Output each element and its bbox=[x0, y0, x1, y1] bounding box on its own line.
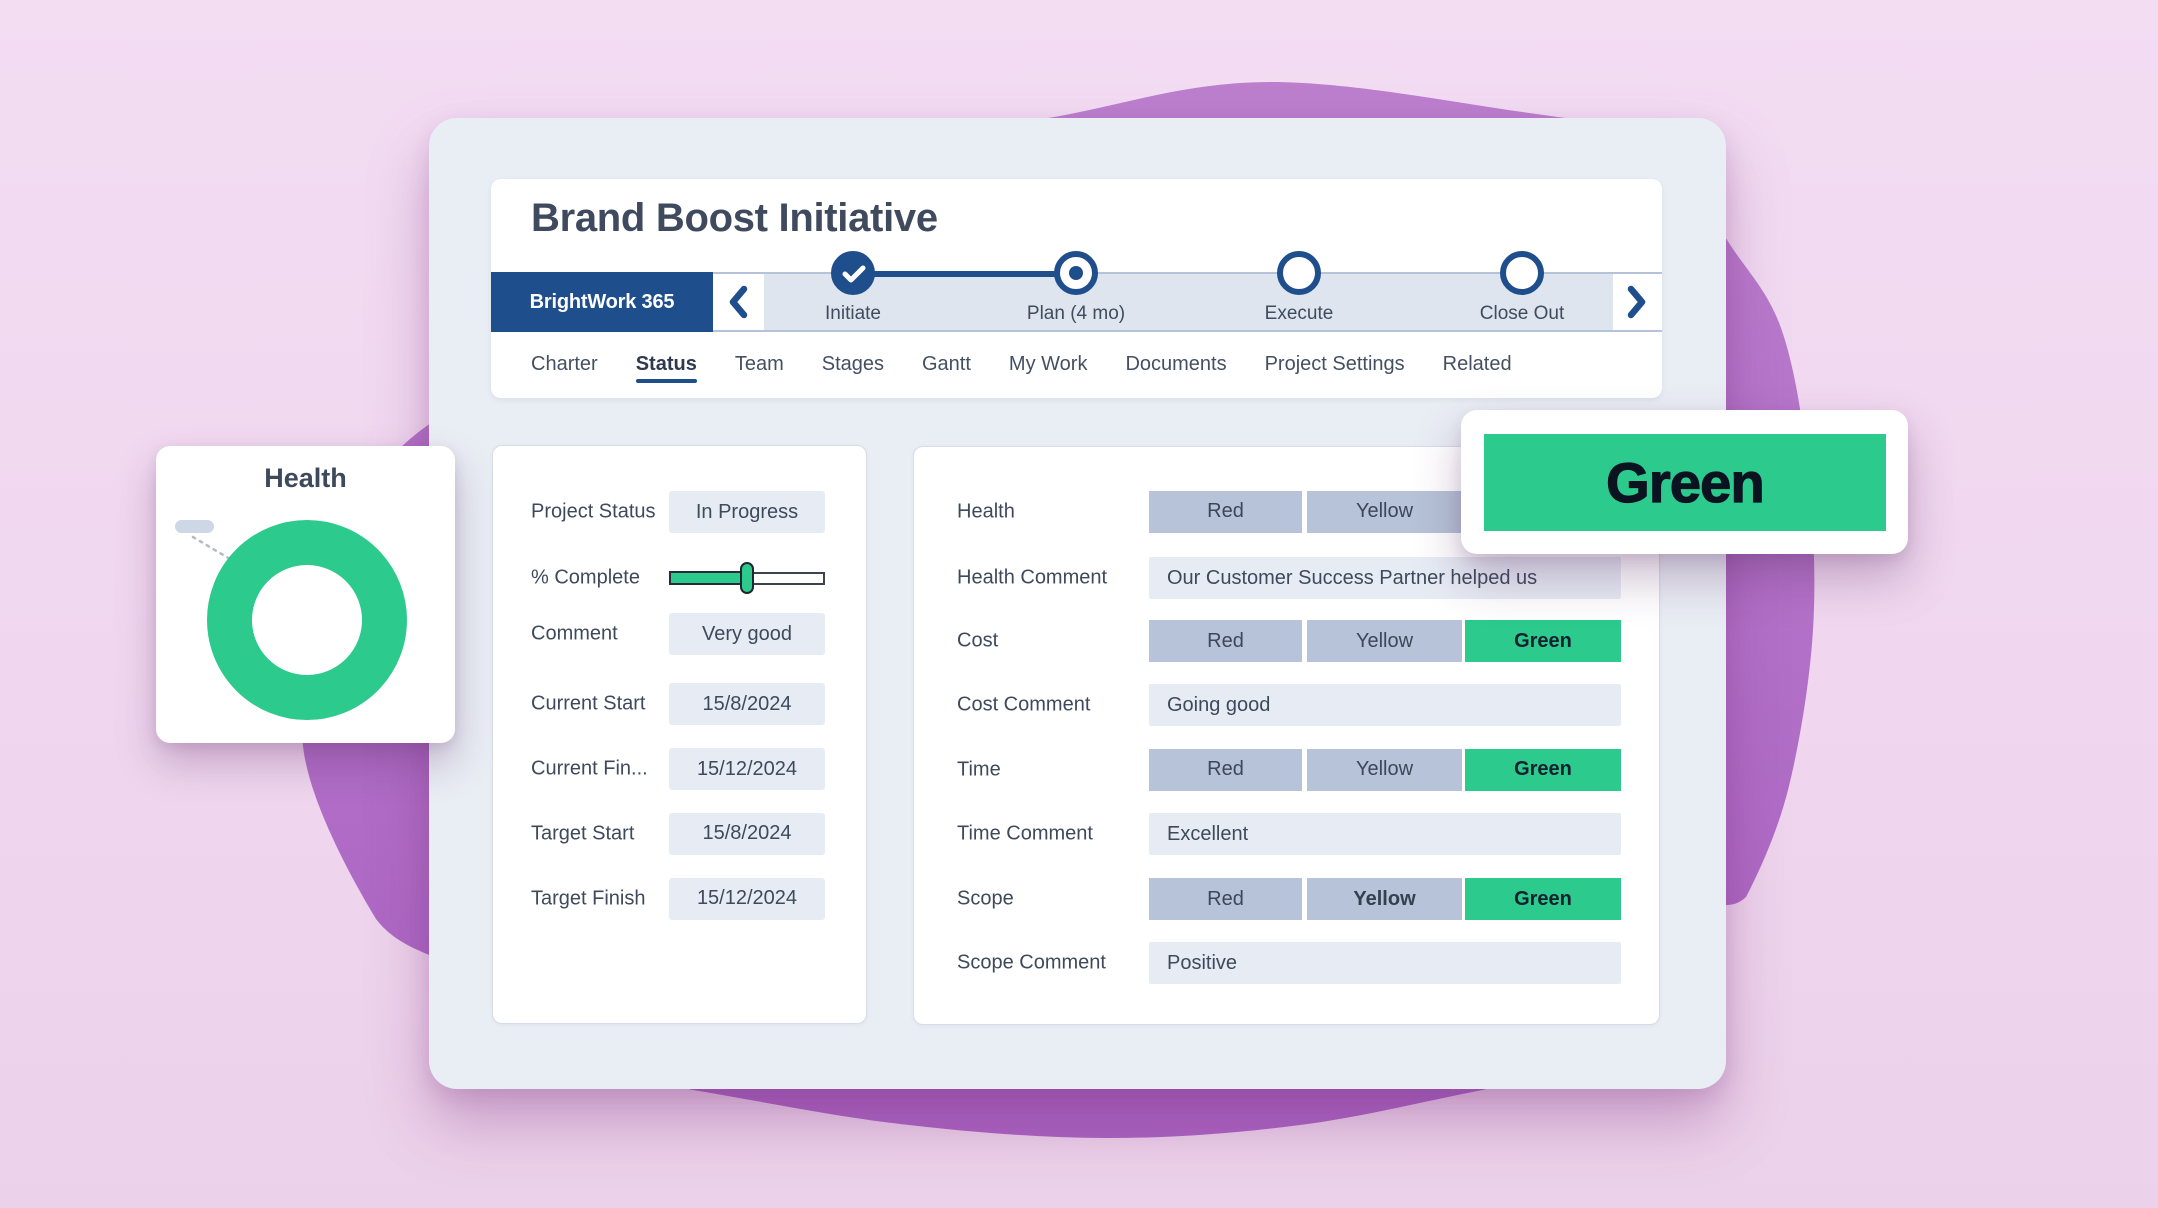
stage-upcoming-icon bbox=[1500, 251, 1544, 295]
tab-related[interactable]: Related bbox=[1442, 353, 1512, 375]
field-label: Time Comment bbox=[957, 822, 1093, 845]
cost-option-yellow[interactable]: Yellow bbox=[1307, 620, 1462, 662]
tab-label: Status bbox=[635, 353, 697, 375]
stage-progress-segment bbox=[853, 271, 1076, 277]
field-label: Health bbox=[957, 500, 1015, 522]
stage-label: Initiate bbox=[825, 303, 881, 324]
health-widget-card: Health bbox=[156, 446, 455, 743]
health-option-red[interactable]: Red bbox=[1149, 490, 1302, 533]
cost-comment-value[interactable]: Going good bbox=[1149, 684, 1621, 726]
target-start-value[interactable]: 15/8/2024 bbox=[669, 812, 825, 855]
time-option-red[interactable]: Red bbox=[1149, 748, 1302, 791]
scope-option-red[interactable]: Red bbox=[1149, 878, 1302, 920]
comment-value[interactable]: Very good bbox=[669, 613, 825, 655]
chevron-right-icon[interactable] bbox=[1625, 285, 1649, 319]
stage-label: Execute bbox=[1264, 303, 1334, 324]
tab-my-work[interactable]: My Work bbox=[1008, 353, 1088, 375]
health-value-callout: Green bbox=[1461, 410, 1908, 554]
page-title: Brand Boost Initiative bbox=[531, 196, 938, 240]
cost-option-green[interactable]: Green bbox=[1465, 620, 1621, 662]
stage-done-icon bbox=[831, 251, 875, 295]
time-option-yellow[interactable]: Yellow bbox=[1307, 748, 1462, 791]
chevron-left-icon[interactable] bbox=[726, 285, 750, 319]
field-label: Target Start bbox=[531, 822, 635, 844]
tab-team[interactable]: Team bbox=[734, 353, 784, 375]
check-glyph bbox=[842, 265, 866, 283]
stage-track: Initiate Plan (4 mo) Execute Close Out bbox=[713, 251, 1662, 332]
target-finish-value[interactable]: 15/12/2024 bbox=[669, 877, 825, 920]
tab-bar: Charter Status Team Stages Gantt My Work… bbox=[531, 353, 1512, 383]
time-option-green[interactable]: Green bbox=[1465, 748, 1621, 791]
active-tab-underline bbox=[635, 379, 697, 383]
tab-project-settings[interactable]: Project Settings bbox=[1264, 353, 1405, 375]
field-label: Cost Comment bbox=[957, 693, 1091, 716]
health-value-banner: Green bbox=[1484, 434, 1886, 531]
brand-badge: BrightWork 365 bbox=[491, 272, 713, 332]
slider-empty-track bbox=[747, 571, 825, 585]
field-label: % Complete bbox=[531, 566, 640, 588]
chevron-right-glyph bbox=[1627, 285, 1646, 319]
health-widget-title: Health bbox=[264, 463, 347, 493]
field-label: Current Fin... bbox=[531, 757, 648, 780]
time-comment-value[interactable]: Excellent bbox=[1149, 813, 1621, 855]
dotted-connector bbox=[191, 535, 232, 561]
health-donut-chart bbox=[207, 520, 407, 720]
field-label: Current Start bbox=[531, 692, 646, 715]
tab-gantt[interactable]: Gantt bbox=[922, 353, 971, 375]
field-label: Scope bbox=[957, 887, 1014, 910]
field-label: Time bbox=[957, 758, 1001, 780]
stage-bar: BrightWork 365 Initiate bbox=[491, 251, 1662, 332]
health-comment-value[interactable]: Our Customer Success Partner helped us bbox=[1149, 557, 1621, 599]
slider-filled-track bbox=[669, 570, 747, 585]
current-start-value[interactable]: 15/8/2024 bbox=[669, 683, 825, 725]
legend-pill bbox=[175, 520, 214, 533]
app-window: Brand Boost Initiative BrightWork 365 bbox=[429, 118, 1726, 1089]
stage-current-icon bbox=[1054, 251, 1098, 295]
tab-stages[interactable]: Stages bbox=[821, 353, 884, 375]
project-status-value[interactable]: In Progress bbox=[669, 491, 825, 533]
field-label: Target Finish bbox=[531, 887, 646, 909]
percent-complete-slider[interactable] bbox=[669, 561, 825, 594]
field-label: Scope Comment bbox=[957, 951, 1106, 974]
field-label: Comment bbox=[531, 622, 618, 645]
tab-status[interactable]: Status bbox=[635, 353, 697, 383]
stage-upcoming-icon bbox=[1277, 251, 1321, 295]
field-label: Cost bbox=[957, 629, 999, 652]
scope-comment-value[interactable]: Positive bbox=[1149, 942, 1621, 984]
project-status-panel: Project Status In Progress % Complete Co… bbox=[492, 445, 867, 1024]
stage-label: Plan (4 mo) bbox=[1026, 303, 1126, 324]
stage-current-dot bbox=[1069, 266, 1083, 280]
tab-documents[interactable]: Documents bbox=[1125, 353, 1227, 375]
field-label: Project Status bbox=[531, 500, 656, 523]
tab-charter[interactable]: Charter bbox=[531, 353, 598, 375]
brand-label: BrightWork 365 bbox=[529, 290, 675, 313]
current-finish-value[interactable]: 15/12/2024 bbox=[669, 748, 825, 790]
stage-label: Close Out bbox=[1479, 303, 1565, 324]
scope-option-green[interactable]: Green bbox=[1465, 878, 1621, 920]
scope-option-yellow[interactable]: Yellow bbox=[1307, 878, 1462, 920]
chevron-left-glyph bbox=[729, 285, 748, 319]
project-header-card: Brand Boost Initiative BrightWork 365 bbox=[491, 179, 1662, 398]
slider-handle[interactable] bbox=[740, 561, 754, 594]
cost-option-red[interactable]: Red bbox=[1149, 620, 1302, 662]
health-option-yellow[interactable]: Yellow bbox=[1307, 490, 1462, 533]
stage-strip bbox=[764, 274, 1613, 330]
field-label: Health Comment bbox=[957, 566, 1108, 589]
